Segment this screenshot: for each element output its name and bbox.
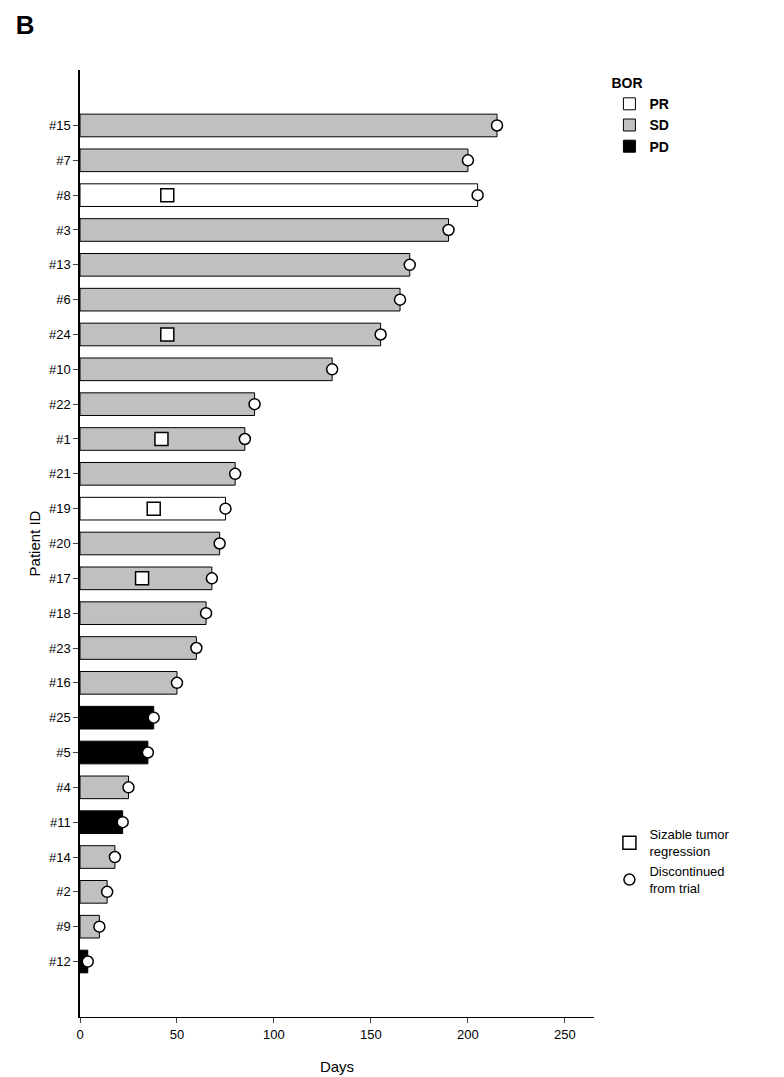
svg-text:#6: #6	[56, 292, 70, 307]
svg-text:#24: #24	[49, 327, 71, 342]
svg-text:Sizable tumorregression: Sizable tumorregression	[649, 827, 729, 859]
svg-text:#12: #12	[49, 954, 71, 969]
svg-text:#20: #20	[49, 536, 71, 551]
svg-text:#16: #16	[49, 675, 71, 690]
svg-text:#25: #25	[49, 710, 71, 725]
svg-text:200: 200	[457, 1027, 479, 1042]
svg-text:SD: SD	[649, 117, 668, 133]
svg-text:50: 50	[170, 1027, 184, 1042]
svg-text:#2: #2	[56, 884, 70, 899]
svg-text:#22: #22	[49, 397, 71, 412]
svg-text:#14: #14	[49, 850, 71, 865]
svg-text:B: B	[16, 10, 35, 40]
svg-text:Discontinuedfrom trial: Discontinuedfrom trial	[649, 864, 724, 896]
svg-text:#15: #15	[49, 118, 71, 133]
svg-text:#11: #11	[50, 815, 71, 830]
svg-text:BOR: BOR	[611, 75, 642, 91]
svg-text:150: 150	[360, 1027, 382, 1042]
svg-text:0: 0	[76, 1027, 83, 1042]
svg-text:Patient ID: Patient ID	[26, 510, 43, 576]
svg-text:#3: #3	[56, 223, 70, 238]
svg-text:#4: #4	[56, 780, 70, 795]
svg-text:PD: PD	[649, 139, 668, 155]
svg-text:#23: #23	[49, 641, 71, 656]
svg-text:#17: #17	[49, 571, 71, 586]
svg-text:100: 100	[263, 1027, 285, 1042]
svg-text:#13: #13	[49, 257, 71, 272]
svg-text:#10: #10	[49, 362, 71, 377]
svg-text:#18: #18	[49, 606, 71, 621]
svg-text:#8: #8	[56, 188, 70, 203]
svg-text:#19: #19	[49, 501, 71, 516]
svg-text:Days: Days	[320, 1058, 354, 1075]
svg-text:#7: #7	[56, 153, 70, 168]
svg-text:#9: #9	[56, 919, 70, 934]
svg-text:#5: #5	[56, 745, 70, 760]
svg-text:PR: PR	[649, 96, 668, 112]
svg-text:250: 250	[554, 1027, 576, 1042]
svg-text:#21: #21	[49, 466, 71, 481]
svg-text:#1: #1	[56, 432, 70, 447]
